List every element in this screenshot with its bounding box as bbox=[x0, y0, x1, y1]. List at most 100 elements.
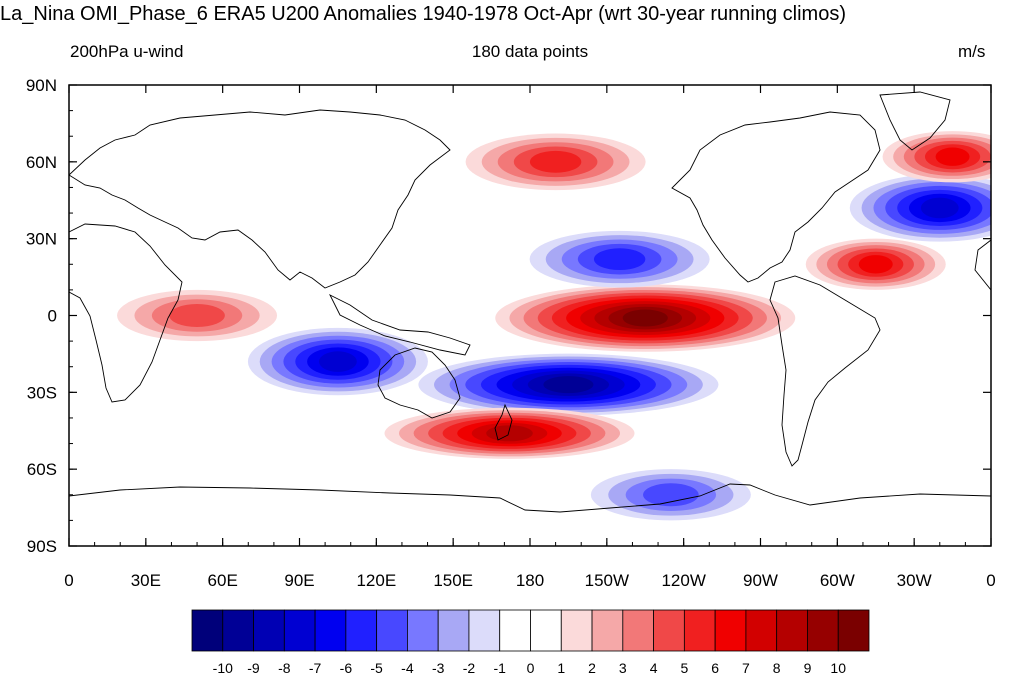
colorbar-label: 7 bbox=[742, 660, 750, 676]
contour-level bbox=[486, 425, 533, 442]
anomaly-feature bbox=[590, 469, 751, 521]
contour-level bbox=[935, 147, 970, 166]
contour-level bbox=[920, 197, 959, 219]
colorbar-swatch bbox=[807, 609, 839, 652]
colorbar-swatch bbox=[376, 609, 408, 652]
x-tick-label: 60E bbox=[208, 571, 238, 590]
colorbar-swatch bbox=[776, 609, 808, 652]
chart-subtitle-center: 180 data points bbox=[471, 42, 589, 61]
colorbar-swatch bbox=[407, 609, 439, 652]
colorbar-swatch bbox=[314, 609, 347, 652]
colorbar-label: -7 bbox=[309, 660, 322, 676]
x-tick-label: 0 bbox=[64, 571, 73, 590]
colorbar-swatch bbox=[683, 609, 716, 652]
colorbar-swatch bbox=[468, 609, 501, 652]
colorbar-label: 2 bbox=[588, 660, 596, 676]
anomaly-feature bbox=[529, 230, 710, 288]
x-tick-label: 120W bbox=[661, 571, 705, 590]
y-tick-label: 30S bbox=[27, 383, 57, 402]
contour-level bbox=[529, 150, 582, 173]
colorbar-swatch bbox=[191, 609, 224, 652]
x-tick-label: 30E bbox=[131, 571, 161, 590]
x-tick-label: 60W bbox=[820, 571, 855, 590]
colorbar-swatch bbox=[745, 609, 778, 652]
contour-level bbox=[543, 376, 594, 394]
coastline-north-america bbox=[671, 111, 881, 283]
colorbar-swatch bbox=[560, 609, 593, 652]
colorbar-label: -10 bbox=[213, 660, 233, 676]
colorbar-label: -6 bbox=[340, 660, 353, 676]
coastline-antarctica bbox=[69, 483, 991, 513]
colorbar-swatch bbox=[437, 609, 470, 652]
y-tick-label: 90N bbox=[26, 76, 57, 95]
x-tick-label: 30W bbox=[897, 571, 932, 590]
x-tick-label: 0 bbox=[986, 571, 995, 590]
x-tick-label: 150W bbox=[585, 571, 629, 590]
colorbar-label: 10 bbox=[830, 660, 846, 676]
colorbar-swatch bbox=[653, 609, 685, 652]
colorbar-label: -1 bbox=[493, 660, 506, 676]
y-tick-label: 30N bbox=[26, 230, 57, 249]
colorbar-swatch bbox=[222, 609, 254, 652]
contour-level bbox=[593, 248, 646, 271]
x-tick-label: 180 bbox=[516, 571, 544, 590]
anomaly-feature bbox=[495, 284, 796, 352]
x-tick-label: 90W bbox=[743, 571, 778, 590]
anomaly-feature bbox=[882, 131, 991, 183]
colorbar-label: -9 bbox=[247, 660, 260, 676]
colorbar-label: -3 bbox=[432, 660, 445, 676]
colorbar-label: -8 bbox=[278, 660, 291, 676]
axes: 0 30E 60E 90E 120E 150E 180 150W 120W 90W 60W 30W 0 9… bbox=[26, 76, 996, 590]
colorbar-swatch bbox=[714, 609, 747, 652]
anomaly-feature bbox=[465, 133, 646, 191]
anomaly-feature bbox=[805, 238, 946, 290]
colorbar-swatch bbox=[530, 609, 562, 652]
coastline-indonesia bbox=[328, 293, 471, 356]
colorbar-label: 6 bbox=[711, 660, 719, 676]
colorbar-swatch bbox=[622, 609, 654, 652]
contour-level bbox=[858, 255, 893, 274]
x-tick-label: 150E bbox=[433, 571, 473, 590]
anomaly-feature bbox=[247, 327, 428, 396]
colorbar-label: -5 bbox=[370, 660, 383, 676]
y-tick-label: 0 bbox=[48, 307, 57, 326]
anomaly-feature bbox=[849, 174, 991, 242]
colorbar-swatch bbox=[283, 609, 316, 652]
contour-level bbox=[643, 483, 699, 507]
contour-level bbox=[319, 351, 357, 372]
anomaly-feature bbox=[418, 353, 719, 416]
colorbar: -10 -9 -8 -7 -6 -5 -4 -3 -2 -1 0 1 2 3 4 5 6 7 8 9 10 bbox=[191, 609, 870, 676]
anomaly-field bbox=[117, 131, 991, 521]
contour-level bbox=[622, 309, 668, 327]
coastline-south-america bbox=[769, 275, 881, 467]
chart-units: m/s bbox=[958, 42, 986, 61]
x-tick-label: 90E bbox=[284, 571, 314, 590]
coastline-eurasia bbox=[69, 109, 451, 289]
x-tick-label: 120E bbox=[356, 571, 396, 590]
colorbar-swatch bbox=[253, 609, 285, 652]
colorbar-label: -4 bbox=[401, 660, 414, 676]
anomaly-feature bbox=[117, 289, 278, 342]
y-tick-label: 60S bbox=[27, 460, 57, 479]
colorbar-label: 8 bbox=[773, 660, 781, 676]
coastline-africa bbox=[69, 223, 183, 403]
coastline-africa-west bbox=[974, 239, 991, 291]
coastline-new-zealand bbox=[494, 403, 513, 441]
colorbar-label: 4 bbox=[650, 660, 658, 676]
colorbar-label: 3 bbox=[619, 660, 627, 676]
colorbar-label: 0 bbox=[527, 660, 535, 676]
coastlines bbox=[69, 91, 991, 513]
chart-title: La_Nina OMI_Phase_6 ERA5 U200 Anomalies … bbox=[0, 3, 846, 25]
y-tick-label: 60N bbox=[26, 153, 57, 172]
contour-level bbox=[169, 304, 225, 327]
coastline-australia bbox=[377, 347, 461, 419]
anomaly-feature bbox=[384, 407, 635, 459]
colorbar-label: 5 bbox=[681, 660, 689, 676]
colorbar-label: 1 bbox=[557, 660, 565, 676]
chart-subtitle-left: 200hPa u-wind bbox=[70, 42, 184, 61]
colorbar-swatch bbox=[345, 609, 378, 652]
colorbar-label: -2 bbox=[463, 660, 476, 676]
colorbar-label: 9 bbox=[804, 660, 812, 676]
colorbar-swatch bbox=[837, 609, 870, 652]
